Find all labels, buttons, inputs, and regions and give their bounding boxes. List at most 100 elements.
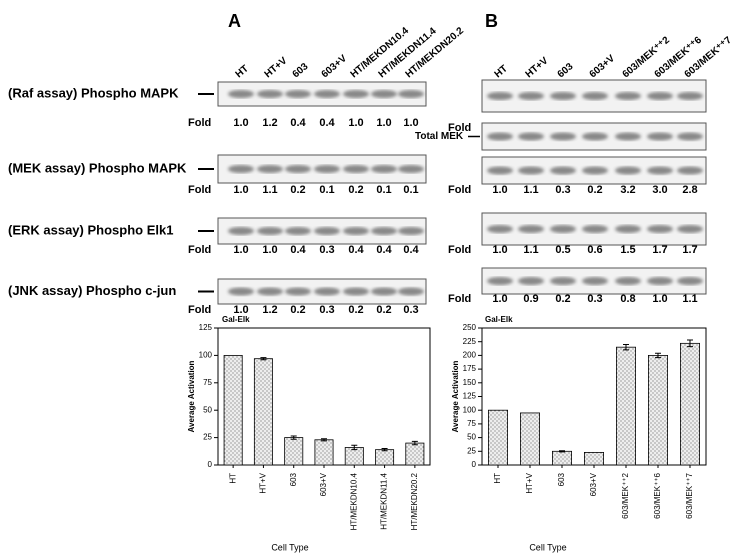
chart-title: Gal-Elk xyxy=(222,315,250,324)
fold-value: 1.1 xyxy=(523,244,538,256)
band xyxy=(615,132,641,141)
band xyxy=(398,90,424,98)
lane-label: HT xyxy=(493,63,510,80)
fold-value: 1.0 xyxy=(652,293,667,305)
x-tick-label: HT xyxy=(228,473,237,484)
fold-value: 1.1 xyxy=(262,184,277,196)
y-tick-label: 0 xyxy=(208,460,213,469)
band xyxy=(550,277,576,285)
error-bar xyxy=(411,440,418,446)
band xyxy=(285,90,311,98)
y-tick-label: 50 xyxy=(203,405,212,414)
lane-label: 603+V xyxy=(588,53,618,80)
bar xyxy=(284,437,304,466)
fold-value: 0.2 xyxy=(587,184,602,196)
band xyxy=(647,277,673,285)
panel-letter: A xyxy=(228,11,241,31)
band xyxy=(228,227,254,235)
bar xyxy=(405,442,425,466)
bar xyxy=(552,450,573,466)
band xyxy=(398,227,424,235)
fold-value: 0.5 xyxy=(555,244,570,256)
fold-value: 1.0 xyxy=(492,184,507,196)
y-tick-label: 25 xyxy=(203,433,212,442)
fold-value: 1.1 xyxy=(682,293,697,305)
bar xyxy=(648,354,669,466)
band xyxy=(582,132,608,141)
fold-label: Fold xyxy=(188,184,211,196)
fold-label: Fold xyxy=(448,122,471,134)
fold-value: 0.2 xyxy=(290,304,305,316)
error-bar xyxy=(559,450,565,453)
error-bar xyxy=(687,339,693,348)
panel-letter: B xyxy=(485,11,498,31)
band xyxy=(398,165,424,173)
fold-label: Fold xyxy=(448,184,471,196)
fold-label: Fold xyxy=(448,244,471,256)
band xyxy=(343,287,369,296)
fold-value: 0.6 xyxy=(587,244,602,256)
fold-value: 0.3 xyxy=(319,244,334,256)
fold-value: 1.2 xyxy=(262,304,277,316)
band xyxy=(647,166,673,175)
fold-value: 1.7 xyxy=(682,244,697,256)
band xyxy=(371,287,397,296)
fold-label: Fold xyxy=(188,244,211,256)
fold-value: 0.2 xyxy=(348,304,363,316)
lane-label: HT xyxy=(234,63,251,80)
fold-value: 1.7 xyxy=(652,244,667,256)
band xyxy=(257,227,283,235)
band xyxy=(285,227,311,235)
lane-label: 603 xyxy=(291,61,311,80)
bar xyxy=(520,412,541,466)
band xyxy=(615,166,641,175)
y-tick-label: 50 xyxy=(467,433,476,442)
fold-label: Fold xyxy=(188,304,211,316)
band xyxy=(582,225,608,233)
blot-label: (Raf assay) Phospho MAPK xyxy=(8,85,179,100)
fold-value: 2.8 xyxy=(682,184,697,196)
y-tick-label: 25 xyxy=(467,446,476,455)
band xyxy=(228,90,254,98)
x-tick-label: HT/MEKDN10.4 xyxy=(349,472,358,530)
error-bar xyxy=(290,435,297,440)
bar xyxy=(680,342,701,466)
fold-value: 1.0 xyxy=(492,244,507,256)
error-bar xyxy=(321,438,327,442)
y-axis-label: Average Activation xyxy=(451,360,460,432)
lane-label: HT+V xyxy=(263,55,290,80)
fold-value: 0.2 xyxy=(376,304,391,316)
fold-value: 1.0 xyxy=(233,304,248,316)
band xyxy=(371,165,397,173)
band xyxy=(314,90,340,98)
band xyxy=(314,165,340,173)
band xyxy=(257,90,283,98)
fold-value: 0.4 xyxy=(290,244,306,256)
fold-value: 1.0 xyxy=(403,117,418,129)
band xyxy=(371,90,397,98)
band xyxy=(257,287,283,296)
band xyxy=(518,277,544,285)
band xyxy=(314,287,340,296)
fold-value: 0.3 xyxy=(587,293,602,305)
band xyxy=(518,166,544,175)
y-tick-label: 125 xyxy=(199,323,213,332)
x-tick-label: 603 xyxy=(289,472,298,486)
blot-label: Total MEK xyxy=(415,131,464,142)
fold-value: 1.1 xyxy=(523,184,538,196)
fold-value: 0.4 xyxy=(348,244,364,256)
y-tick-label: 100 xyxy=(463,405,477,414)
fold-value: 1.0 xyxy=(262,244,277,256)
x-tick-label: 603 xyxy=(557,472,566,486)
y-tick-label: 225 xyxy=(463,337,477,346)
band xyxy=(647,225,673,233)
band xyxy=(550,225,576,233)
x-tick-label: HT/MEKDN20.2 xyxy=(410,472,419,530)
band xyxy=(343,165,369,173)
fold-value: 0.3 xyxy=(403,304,418,316)
band xyxy=(550,166,576,175)
band xyxy=(677,277,703,285)
band xyxy=(518,132,544,141)
y-tick-label: 75 xyxy=(203,378,212,387)
